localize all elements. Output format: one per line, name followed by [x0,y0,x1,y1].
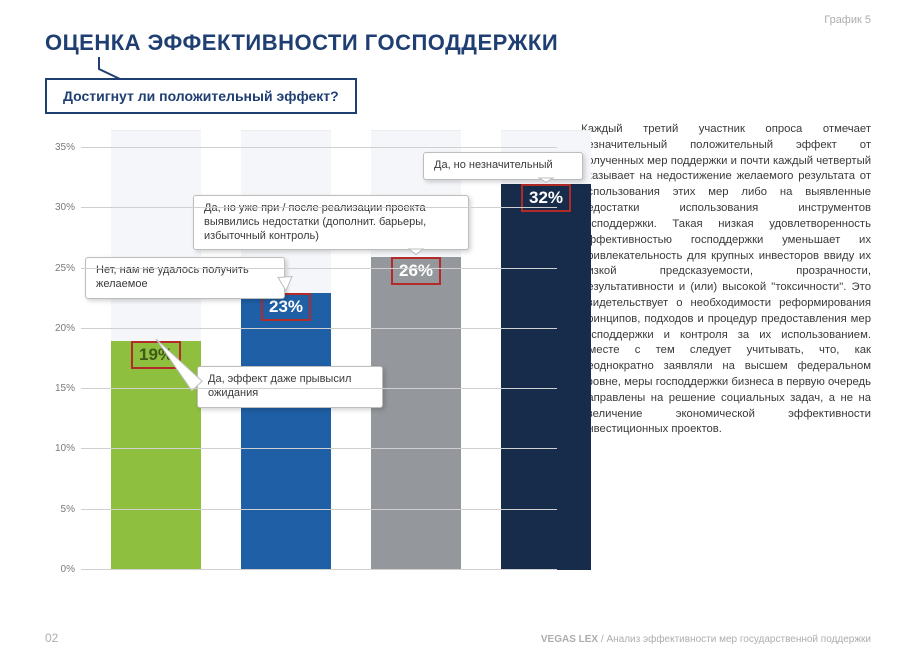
footer-brand: VEGAS LEX [541,634,598,645]
title-tail-icon [96,57,126,79]
ytick-label: 30% [45,202,75,213]
footer-tagline: / Анализ эффективности мер государственн… [598,634,871,645]
ytick: 25% [45,263,557,274]
ytick: 20% [45,323,557,334]
bar-chart: 19%23%26%32%Да, эффект даже прывысил ожи… [45,130,557,570]
chart-number: График 5 [824,14,871,26]
ytick: 5% [45,504,557,515]
gridline [81,268,557,269]
page-title: ОЦЕНКА ЭФФЕКТИВНОСТИ ГОСПОДДЕРЖКИ [45,30,871,56]
ytick: 30% [45,202,557,213]
gridline [81,448,557,449]
bar-value-label: 19% [131,341,181,369]
bar-fill [241,293,331,570]
ytick-label: 25% [45,263,75,274]
ytick-label: 5% [45,504,75,515]
chart-callout: Да, но незначительный [423,152,583,180]
ytick: 35% [45,142,557,153]
ytick-label: 0% [45,564,75,575]
gridline [81,328,557,329]
ytick-label: 15% [45,383,75,394]
bar-fill [371,257,461,570]
gridline [81,509,557,510]
bar-fill [111,341,201,570]
ytick-label: 10% [45,443,75,454]
ytick: 15% [45,383,557,394]
ytick: 0% [45,564,557,575]
gridline [81,207,557,208]
ytick: 10% [45,443,557,454]
subtitle-box: Достигнут ли положительный эффект? [45,78,357,114]
page: График 5 ОЦЕНКА ЭФФЕКТИВНОСТИ ГОСПОДДЕРЖ… [0,0,901,661]
ytick-label: 35% [45,142,75,153]
content-row: 19%23%26%32%Да, эффект даже прывысил ожи… [45,130,871,570]
subtitle-text: Достигнут ли положительный эффект? [63,88,339,104]
footer-page-number: 02 [45,631,58,645]
gridline [81,147,557,148]
body-text: Каждый третий участник опроса отмечает н… [581,122,871,570]
gridline [81,569,557,570]
ytick-label: 20% [45,323,75,334]
gridline [81,388,557,389]
footer-attribution: VEGAS LEX / Анализ эффективности мер гос… [541,634,871,645]
